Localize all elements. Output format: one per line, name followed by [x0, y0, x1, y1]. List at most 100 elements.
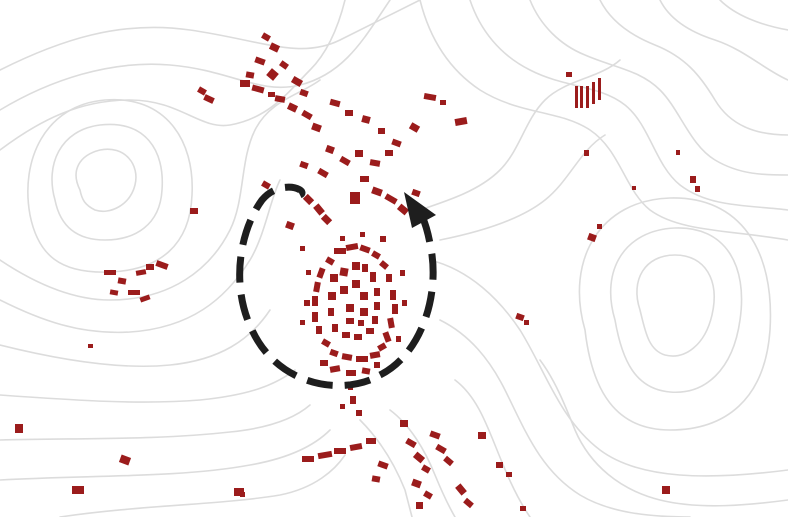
building [342, 332, 350, 338]
contour-line [429, 259, 788, 477]
contour-line [51, 123, 164, 241]
building [345, 110, 353, 116]
contour-line [59, 454, 346, 517]
building [440, 100, 446, 105]
building [325, 144, 335, 155]
building [382, 331, 392, 343]
building [286, 102, 299, 113]
building [329, 98, 341, 108]
building [360, 308, 368, 316]
building [423, 93, 437, 101]
building [339, 155, 351, 167]
building [316, 326, 322, 334]
building [690, 176, 696, 183]
building [374, 362, 380, 368]
contour-line [75, 148, 137, 212]
building [328, 308, 334, 316]
building [391, 138, 402, 148]
contour-line [610, 227, 743, 393]
contour-line [469, 0, 788, 211]
contour-line [0, 0, 391, 111]
building [405, 437, 417, 449]
contour-line [0, 429, 331, 481]
building [346, 370, 356, 376]
building [320, 360, 328, 366]
building [197, 86, 207, 96]
building [240, 492, 245, 497]
building [580, 86, 583, 108]
building [334, 248, 346, 254]
building [586, 86, 589, 108]
building [203, 94, 215, 104]
building [435, 443, 447, 455]
building [304, 300, 310, 306]
building [411, 188, 421, 198]
building [346, 304, 354, 312]
building [575, 86, 578, 108]
contour-line [529, 0, 788, 176]
building [400, 270, 405, 276]
building [411, 478, 422, 489]
building [377, 460, 389, 470]
building [321, 338, 331, 348]
building [515, 312, 525, 322]
building [408, 122, 421, 133]
building [380, 236, 386, 242]
buildings-layer [15, 32, 700, 511]
building [358, 320, 364, 326]
building [396, 336, 401, 342]
building [387, 317, 395, 329]
building [320, 213, 333, 226]
building [139, 294, 151, 303]
building [328, 292, 336, 300]
building [676, 150, 680, 155]
contour-line [0, 369, 296, 403]
building [317, 450, 333, 460]
building [245, 71, 255, 79]
building [312, 312, 318, 322]
building [412, 451, 426, 464]
building [234, 488, 244, 496]
building [312, 296, 318, 306]
contour-line [0, 404, 311, 441]
building [695, 186, 700, 192]
building [355, 150, 363, 157]
contour-line [0, 179, 281, 334]
building [279, 60, 289, 70]
building [362, 264, 368, 272]
building [268, 42, 281, 53]
circulation-arrow-icon [236, 183, 437, 390]
building [371, 250, 381, 260]
building [330, 274, 338, 282]
contour-line [359, 419, 413, 517]
building [240, 80, 250, 87]
building [346, 318, 354, 324]
building [349, 443, 363, 451]
building [369, 159, 381, 167]
building [356, 356, 368, 362]
building [598, 78, 601, 100]
building [454, 117, 468, 126]
building [299, 88, 309, 98]
building [72, 486, 84, 494]
building [463, 497, 474, 509]
contour-line [419, 0, 788, 241]
building [597, 224, 602, 229]
building [290, 75, 304, 88]
building [396, 203, 410, 216]
building [360, 176, 369, 182]
building [384, 193, 398, 205]
building [117, 277, 127, 285]
building [128, 290, 140, 295]
building [361, 367, 371, 375]
building [429, 430, 441, 440]
building [361, 115, 371, 124]
building [366, 328, 374, 334]
building [632, 186, 636, 190]
building [299, 160, 309, 170]
building [378, 128, 385, 134]
building [340, 404, 345, 409]
building [329, 365, 341, 373]
